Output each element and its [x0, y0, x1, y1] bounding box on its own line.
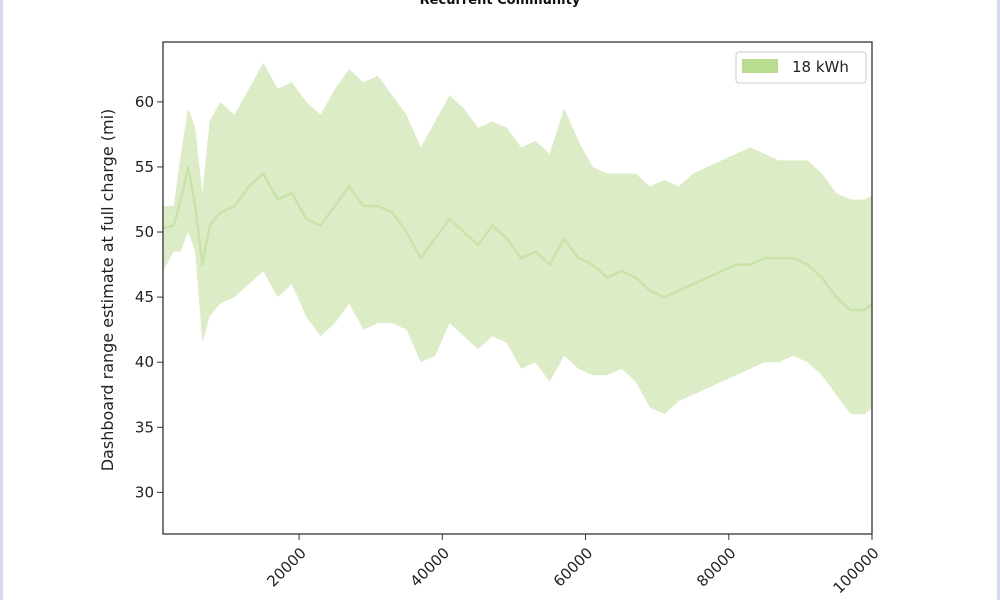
legend: 18 kWh [735, 51, 867, 84]
page-title: Recurrent Community [419, 0, 581, 8]
legend-label: 18 kWh [792, 58, 849, 76]
y-axis: 30 35 40 45 50 55 60 [135, 93, 163, 501]
legend-swatch [742, 59, 778, 73]
y-tick-label: 55 [135, 158, 154, 176]
x-tick-label: 20000 [263, 544, 309, 590]
y-tick-label: 45 [135, 288, 154, 306]
x-tick-label: 100000 [830, 544, 883, 597]
y-tick-label: 60 [135, 93, 154, 111]
axes-frame [162, 41, 873, 535]
y-tick-label: 40 [135, 353, 154, 371]
y-tick-label: 35 [135, 418, 154, 436]
right-frame-border [997, 0, 1000, 600]
series-band [163, 62, 872, 415]
plot-area [162, 62, 873, 415]
x-tick-label: 60000 [550, 544, 596, 590]
x-tick-label: 80000 [693, 544, 739, 590]
x-axis: 20000 40000 60000 80000 100000 [263, 534, 883, 597]
y-axis-label: Dashboard range estimate at full charge … [98, 109, 117, 472]
x-tick-label: 40000 [407, 544, 453, 590]
left-frame-border [0, 0, 3, 600]
y-tick-label: 50 [135, 223, 154, 241]
y-tick-label: 30 [135, 483, 154, 501]
series-line [162, 165, 873, 312]
